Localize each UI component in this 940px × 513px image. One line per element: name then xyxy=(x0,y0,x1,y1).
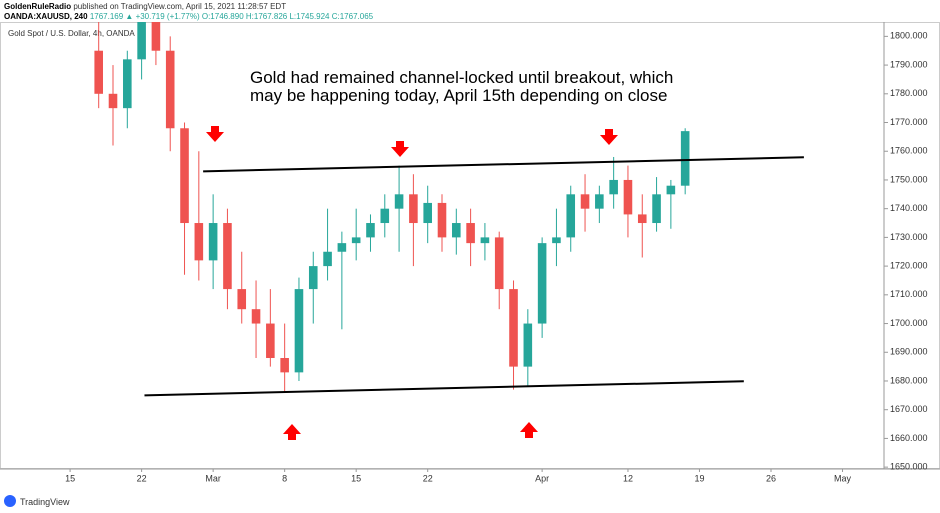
candle-body xyxy=(623,179,633,215)
candle-body xyxy=(108,93,118,109)
candle-body xyxy=(666,185,676,195)
down-arrow xyxy=(206,126,224,142)
candle-body xyxy=(595,194,604,209)
symbol-line: OANDA:XAUUSD, 240 1767.169 ▲ +30.719 (+1… xyxy=(4,12,373,21)
x-tick-label: 22 xyxy=(423,473,433,483)
candle-body xyxy=(180,128,189,224)
y-tick-label: 1750.000 xyxy=(890,174,928,184)
y-tick-label: 1740.000 xyxy=(890,203,928,213)
x-tick-label: 19 xyxy=(694,473,704,483)
candle-body xyxy=(323,251,332,267)
y-tick-label: 1770.000 xyxy=(890,117,928,127)
annotation: may be happening today, April 15th depen… xyxy=(250,86,667,105)
candle-body xyxy=(509,289,518,367)
x-tick-label: 22 xyxy=(137,473,147,483)
x-tick-label: May xyxy=(834,473,852,483)
candle-body xyxy=(494,237,504,290)
publish-info: published on TradingView.com, April 15, … xyxy=(73,2,287,11)
symbol: OANDA:XAUUSD, 240 xyxy=(4,12,88,21)
candle-body xyxy=(637,214,647,224)
candle-body xyxy=(537,243,547,324)
footer-brand: TradingView xyxy=(20,497,70,507)
candle-body xyxy=(337,243,347,252)
candle-body xyxy=(294,289,304,373)
x-tick-label: 8 xyxy=(282,473,287,483)
candle-body xyxy=(523,323,533,367)
x-tick-label: 15 xyxy=(351,473,361,483)
y-tick-label: 1680.000 xyxy=(890,375,928,385)
x-tick-label: Apr xyxy=(535,473,549,483)
last-price: 1767.169 xyxy=(89,12,124,21)
candle-body xyxy=(280,358,289,373)
trendline xyxy=(203,156,804,173)
x-tick-label: 26 xyxy=(766,473,776,483)
y-tick-label: 1670.000 xyxy=(890,404,928,414)
candle-body xyxy=(552,237,561,244)
y-tick-label: 1760.000 xyxy=(890,146,928,156)
down-arrow xyxy=(600,129,618,145)
y-tick-label: 1710.000 xyxy=(890,289,928,299)
y-tick-label: 1650.000 xyxy=(890,462,928,472)
up-arrow xyxy=(520,422,538,438)
candle-body xyxy=(437,202,447,238)
y-tick-label: 1700.000 xyxy=(890,318,928,328)
up-arrow xyxy=(283,424,301,440)
candle-body xyxy=(409,194,418,224)
y-tick-label: 1800.000 xyxy=(890,31,928,41)
tradingview-logo xyxy=(4,495,16,507)
candle-body xyxy=(480,237,490,244)
ohlc: O:1746.890 H:1767.826 L:1745.924 C:1767.… xyxy=(201,12,374,21)
candle-body xyxy=(394,194,404,209)
y-tick-label: 1790.000 xyxy=(890,59,928,69)
candle-body xyxy=(423,202,432,224)
candle-body xyxy=(251,309,261,324)
candle-body xyxy=(308,266,318,290)
y-tick-label: 1720.000 xyxy=(890,260,928,270)
candle-body xyxy=(208,223,218,261)
candle-body xyxy=(137,22,146,60)
candle-body xyxy=(266,323,275,359)
candle-body xyxy=(680,131,690,186)
chart-title: Gold Spot / U.S. Dollar, 4h, OANDA xyxy=(8,29,135,38)
down-arrow xyxy=(391,141,409,157)
y-tick-label: 1660.000 xyxy=(890,433,928,443)
candle-body xyxy=(123,59,132,109)
candle-body xyxy=(223,223,232,290)
candle-body xyxy=(380,208,390,224)
annotation: Gold had remained channel-locked until b… xyxy=(250,68,673,87)
arrows xyxy=(206,126,618,440)
x-tick-label: 12 xyxy=(623,473,633,483)
candle-body xyxy=(609,179,618,195)
chart: Gold Spot / U.S. Dollar, 4h, OANDA Gold … xyxy=(0,22,940,483)
candle-body xyxy=(466,223,475,244)
candle-body xyxy=(566,194,576,238)
publisher: GoldenRuleRadio xyxy=(4,2,72,11)
y-tick-label: 1690.000 xyxy=(890,347,928,357)
candle-body xyxy=(194,223,204,261)
candle-body xyxy=(580,194,590,209)
publish-line: GoldenRuleRadio published on TradingView… xyxy=(4,2,286,11)
candle-body xyxy=(452,223,461,238)
plot xyxy=(94,22,690,393)
x-tick-label: Mar xyxy=(205,473,221,483)
candle-body xyxy=(165,50,175,129)
candle-body xyxy=(351,237,361,244)
price-change: ▲ +30.719 (+1.77%) xyxy=(125,12,200,21)
candle-body xyxy=(94,50,103,94)
y-tick-label: 1780.000 xyxy=(890,88,928,98)
trendline xyxy=(144,380,744,397)
candle-body xyxy=(151,22,161,51)
y-tick-label: 1730.000 xyxy=(890,232,928,242)
x-tick-label: 15 xyxy=(65,473,75,483)
candle-body xyxy=(366,223,375,238)
candle-body xyxy=(237,289,247,310)
candle-body xyxy=(652,194,661,224)
